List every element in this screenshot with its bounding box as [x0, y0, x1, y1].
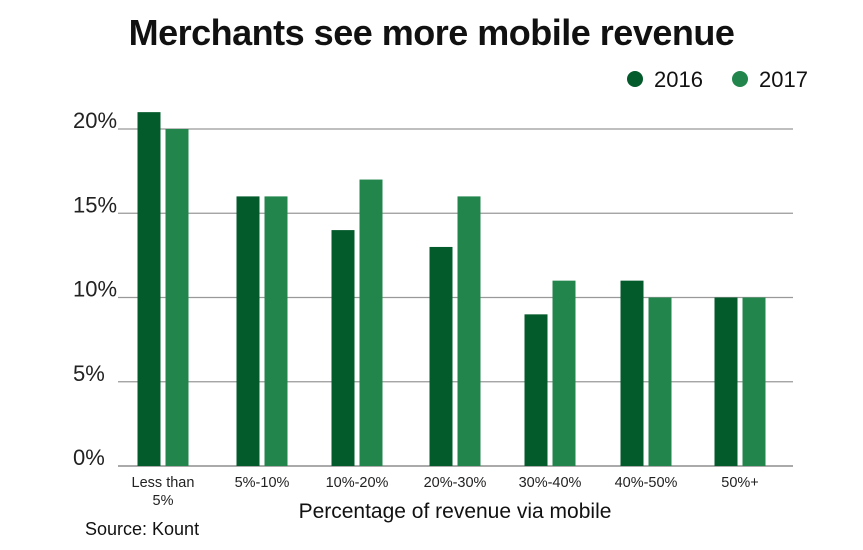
y-tick-label: 0%: [73, 445, 105, 470]
source-note: Source: Kount: [85, 519, 200, 539]
bar-2017-2: [359, 179, 383, 467]
y-tick-label: 15%: [73, 192, 117, 217]
bar-2016-1: [236, 196, 260, 466]
bar-2017-5: [648, 297, 672, 466]
y-tick-label: 5%: [73, 361, 105, 386]
x-tick-label: 5%-10%: [235, 475, 290, 491]
bar-2017-6: [742, 297, 766, 466]
bar-2016-2: [331, 230, 355, 466]
bar-2016-0: [137, 112, 161, 467]
bar-2017-4: [552, 280, 576, 466]
chart-title: Merchants see more mobile revenue: [128, 12, 735, 53]
x-tick-label: 5%: [153, 493, 174, 509]
bar-2016-4: [524, 314, 548, 466]
x-axis-label: Percentage of revenue via mobile: [299, 500, 612, 523]
legend-label: 2017: [759, 67, 808, 92]
bar-2016-6: [714, 297, 738, 466]
x-tick-label: Less than: [132, 475, 195, 491]
bar-2016-5: [620, 280, 644, 466]
bar-2017-0: [165, 129, 189, 466]
bar-2017-3: [457, 196, 481, 466]
x-tick-label: 50%+: [721, 475, 759, 491]
x-tick-label: 20%-30%: [424, 475, 487, 491]
legend-marker-2017: [732, 71, 748, 87]
x-tick-label: 10%-20%: [326, 475, 389, 491]
legend-label: 2016: [654, 67, 703, 92]
x-tick-label: 30%-40%: [519, 475, 582, 491]
y-tick-label: 10%: [73, 277, 117, 302]
x-tick-label: 40%-50%: [615, 475, 678, 491]
bar-2016-3: [429, 246, 453, 466]
legend-marker-2016: [627, 71, 643, 87]
bar-2017-1: [264, 196, 288, 466]
y-tick-label: 20%: [73, 108, 117, 133]
